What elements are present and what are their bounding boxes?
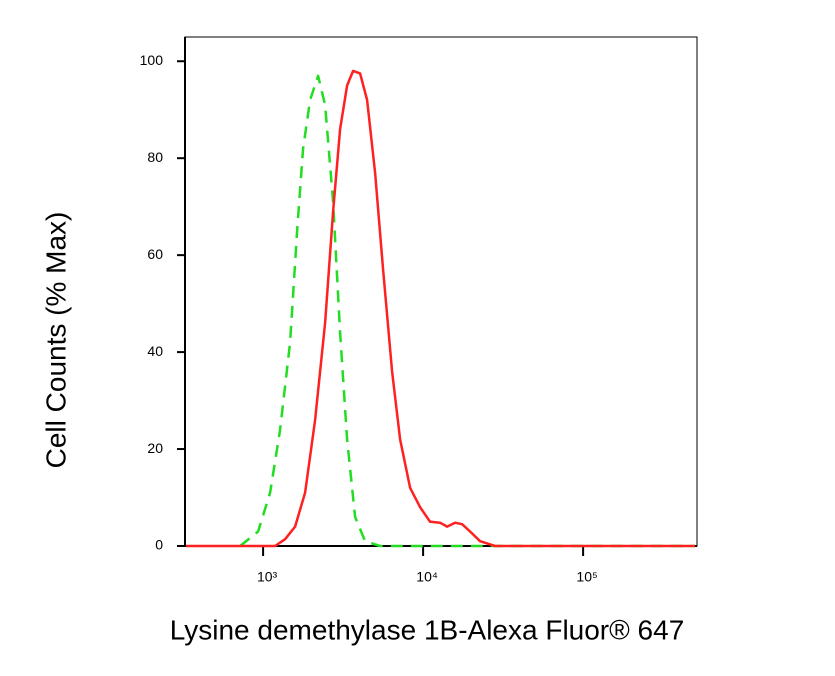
y-tick-label: 20	[147, 440, 163, 456]
y-tick-label: 100	[140, 52, 164, 68]
x-axis-title: Lysine demethylase 1B-Alexa Fluor® 647	[170, 614, 685, 645]
x-tick-label: 10³	[257, 569, 278, 585]
y-tick-label: 40	[147, 343, 163, 359]
x-tick-label: 10⁴	[416, 569, 438, 585]
series-line	[239, 74, 695, 548]
y-tick-label: 80	[147, 149, 163, 165]
y-axis-title: Cell Counts (% Max)	[40, 212, 71, 469]
plot-frame	[184, 36, 698, 547]
y-tick-label: 60	[147, 246, 163, 262]
x-tick-label: 10⁵	[576, 569, 597, 585]
y-tick-label: 0	[155, 537, 163, 553]
series-line	[186, 69, 695, 548]
